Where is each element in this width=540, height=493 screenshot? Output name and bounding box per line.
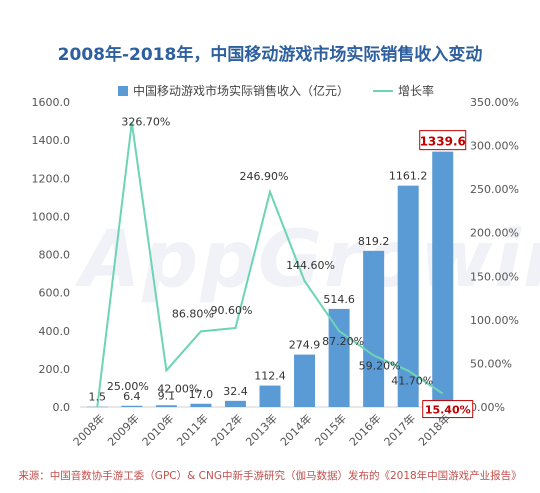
rate-value-label: 90.60% [210, 304, 252, 317]
x-tick-label: 2014年 [277, 411, 314, 448]
y-right-tick-label: 150.00% [470, 270, 519, 283]
y-right-tick-label: 250.00% [470, 183, 519, 196]
rate-value-label: 246.90% [240, 170, 289, 183]
bar-value-label: 17.0 [189, 388, 214, 401]
legend-bar-label: 中国移动游戏市场实际销售收入（亿元） [133, 84, 350, 98]
y-left-tick-label: 0.0 [53, 401, 71, 414]
y-left-tick-label: 600.0 [39, 287, 71, 300]
y-right-tick-label: 300.00% [470, 140, 519, 153]
chart-title: 2008年-2018年，中国移动游戏市场实际销售收入变动 [57, 45, 483, 65]
x-tick-label: 2012年 [208, 411, 245, 448]
y-left-tick-label: 1200.0 [32, 172, 71, 185]
x-tick-label: 2016年 [346, 411, 383, 448]
bar [155, 405, 177, 407]
y-left-tick-label: 200.0 [39, 363, 71, 376]
rate-value-label: 87.20% [322, 335, 364, 348]
y-right-tick-label: 200.00% [470, 227, 519, 240]
x-tick-label: 2017年 [381, 411, 418, 448]
bar-value-label: 1161.2 [389, 170, 428, 183]
bar [397, 185, 419, 407]
bar [121, 405, 143, 407]
bar [432, 151, 454, 407]
bar-value-label: 6.4 [123, 390, 141, 403]
rate-value-label: 86.80% [172, 307, 214, 320]
bar-value-label: 32.4 [223, 385, 248, 398]
source-note: 来源：中国音数协手游工委（GPC）& CNG中新手游研究（伽马数据）发布的《20… [18, 470, 522, 482]
x-tick-label: 2011年 [174, 411, 211, 448]
legend-bar-swatch [118, 85, 128, 96]
bar-value-label: 1.5 [89, 391, 107, 404]
y-left-tick-label: 1600.0 [32, 96, 71, 109]
bar [259, 385, 281, 407]
y-left-tick-label: 800.0 [39, 249, 71, 262]
rate-value-label: 144.60% [286, 259, 335, 272]
y-right-tick-label: 50.00% [470, 357, 512, 370]
x-tick-label: 2015年 [312, 411, 349, 448]
bar-value-label: 514.6 [323, 293, 355, 306]
bar [363, 250, 385, 407]
y-left-tick-label: 400.0 [39, 325, 71, 338]
rate-highlight-box [422, 400, 474, 419]
bar-value-label: 274.9 [289, 339, 321, 352]
bar-value-highlight-box [419, 130, 467, 151]
bar-value-label: 9.1 [158, 389, 176, 402]
x-tick-label: 2013年 [243, 411, 280, 448]
growth-rate-line [96, 122, 444, 408]
bar-value-label: 819.2 [358, 235, 390, 248]
x-tick-label: 2009年 [104, 411, 141, 448]
rate-value-label: 15.40% [425, 404, 471, 417]
rate-value-label: 41.70% [391, 375, 433, 388]
bar [190, 403, 212, 407]
y-right-tick-label: 100.00% [470, 314, 519, 327]
rate-value-label: 59.20% [359, 359, 401, 372]
bar [328, 308, 350, 407]
legend-line-swatch [373, 89, 394, 92]
bar [224, 400, 246, 407]
y-right-tick-label: 0.00% [470, 401, 505, 414]
bar [294, 354, 316, 407]
bar-value-label: 1339.6 [420, 135, 466, 149]
legend-line-label: 增长率 [398, 84, 435, 98]
y-left-tick-label: 1400.0 [32, 134, 71, 147]
y-right-tick-label: 350.00% [470, 96, 519, 109]
x-tick-label: 2010年 [139, 411, 176, 448]
x-tick-label: 2008年 [70, 411, 107, 448]
rate-value-label: 25.00% [107, 380, 149, 393]
rate-value-label: 42.00% [157, 382, 199, 395]
bar-value-label: 112.4 [254, 370, 286, 383]
y-left-tick-label: 1000.0 [32, 210, 71, 223]
legend: 中国移动游戏市场实际销售收入（亿元） 增长率 [118, 82, 434, 99]
rate-value-label: 326.70% [121, 115, 170, 128]
